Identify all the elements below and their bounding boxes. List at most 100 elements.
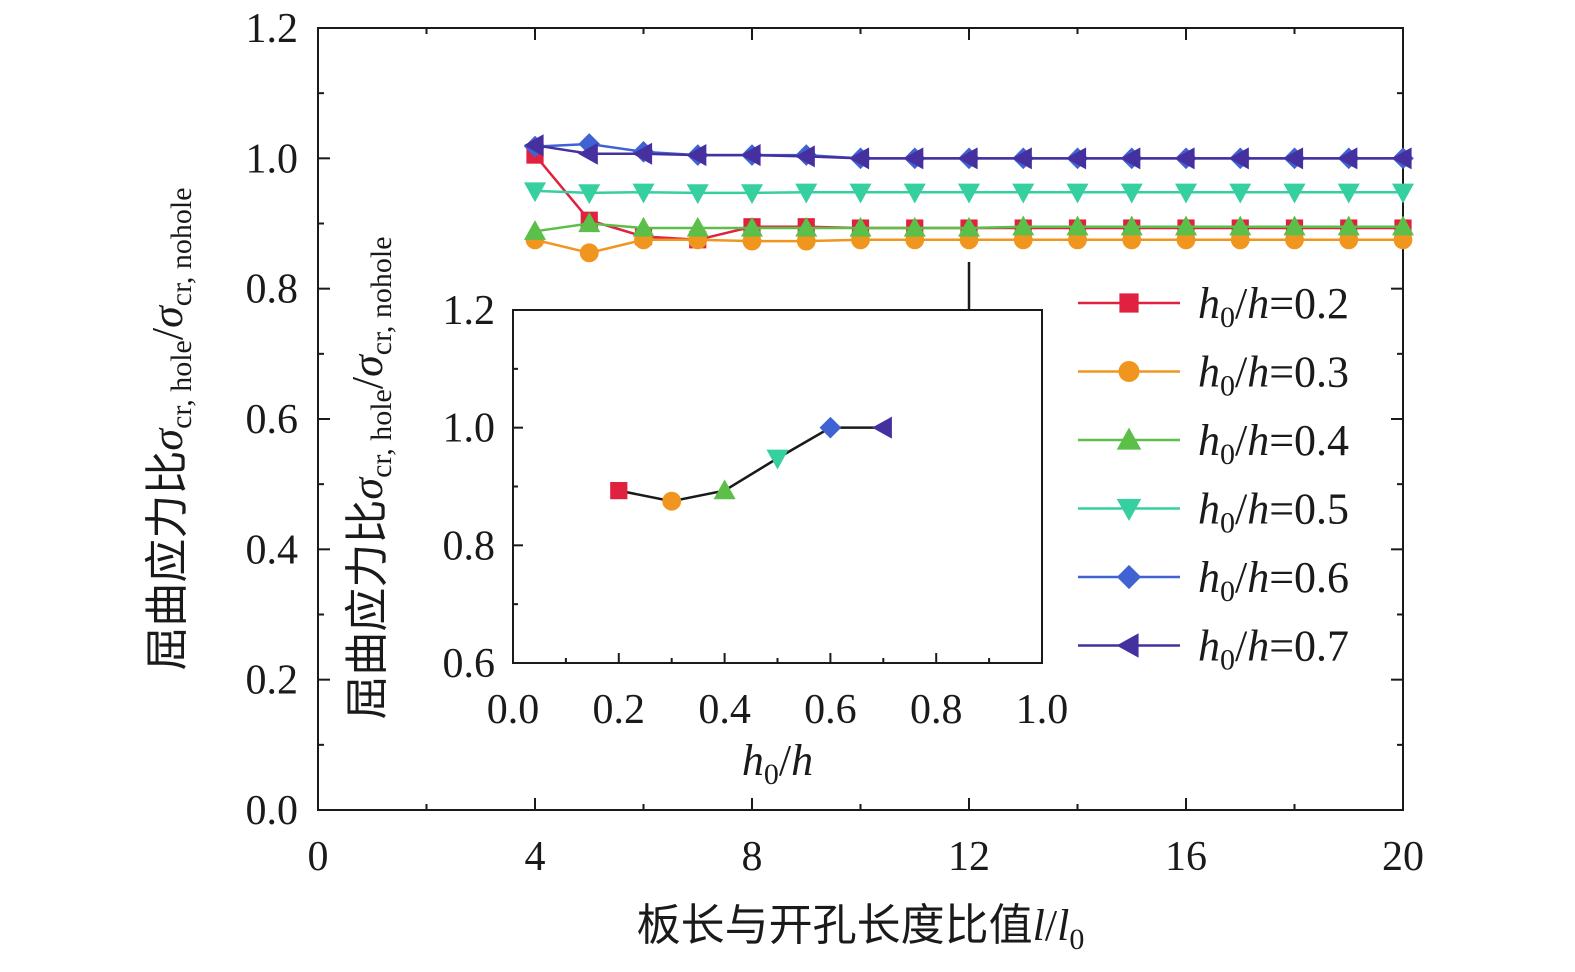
data-point xyxy=(578,184,601,205)
data-point xyxy=(578,212,601,233)
y-tick-label: 0.0 xyxy=(246,788,299,834)
y-axis-label: 屈曲应力比σcr, hole/σcr, nohole xyxy=(143,187,198,670)
x-axis-label: 板长与开孔长度比值l/l0 xyxy=(637,901,1085,956)
inset-x-axis-label: h0/h xyxy=(742,736,813,791)
inset-y-tick-label: 0.8 xyxy=(443,523,496,569)
data-point xyxy=(1012,147,1032,170)
data-point xyxy=(1066,147,1087,170)
data-point xyxy=(1283,215,1306,236)
data-point xyxy=(1120,215,1143,236)
y-tick-label: 0.2 xyxy=(246,658,299,704)
legend-entry-h0-h-0.3: h0/h=0.3 xyxy=(1078,348,1349,403)
data-point xyxy=(632,183,655,204)
data-point xyxy=(957,216,981,237)
data-point xyxy=(1066,183,1089,204)
inset-x-tick-label: 1.0 xyxy=(1016,687,1069,733)
data-point xyxy=(1391,183,1415,204)
inset-y-tick-label: 1.0 xyxy=(443,406,496,452)
y-tick-label: 0.8 xyxy=(246,267,299,313)
data-point xyxy=(1174,183,1198,204)
data-point xyxy=(686,184,709,205)
x-tick-label: 4 xyxy=(525,834,546,880)
legend-label: h0/h=0.3 xyxy=(1198,348,1349,403)
y-tick-label: 0.6 xyxy=(246,397,299,443)
data-point xyxy=(849,183,872,204)
inset-data-point xyxy=(610,482,628,500)
data-point xyxy=(523,182,547,203)
data-point xyxy=(523,220,547,240)
legend-marker xyxy=(1119,293,1139,313)
data-point xyxy=(903,183,926,204)
data-point xyxy=(1337,215,1360,236)
legend-entry-h0-h-0.7: h0/h=0.7 xyxy=(1078,622,1349,677)
data-point xyxy=(1066,215,1089,236)
legend-entry-h0-h-0.6: h0/h=0.6 xyxy=(1078,553,1349,608)
legend-marker xyxy=(1116,564,1142,590)
data-point xyxy=(1012,183,1035,204)
y-tick-label: 1.0 xyxy=(246,136,299,182)
inset-data-point xyxy=(662,491,682,511)
data-point xyxy=(1283,147,1304,170)
data-point xyxy=(795,183,818,204)
inset-frame xyxy=(512,309,1043,664)
legend-label: h0/h=0.2 xyxy=(1198,279,1349,334)
x-tick-label: 12 xyxy=(948,834,990,880)
inset-plot: 0.0 0.2 0.4 0.6 0.8 1.0 0.6 0.8 1.0 1.2 h0/h 屈曲应力比σ… xyxy=(343,236,1068,791)
legend-marker xyxy=(1116,498,1142,521)
inset-data-point xyxy=(819,416,842,439)
legend-label: h0/h=0.4 xyxy=(1198,416,1349,471)
data-point xyxy=(1337,183,1360,204)
data-point xyxy=(1229,183,1252,204)
data-point xyxy=(632,216,655,237)
data-point xyxy=(1391,215,1415,236)
inset-x-tick-label: 0.2 xyxy=(593,687,646,733)
inset-data-point xyxy=(766,449,789,470)
series-h0-h-0.3 xyxy=(525,230,1413,263)
data-point xyxy=(903,216,926,237)
inset-y-tick-label: 0.6 xyxy=(443,641,496,687)
data-point xyxy=(849,147,870,170)
inset-x-tick-label: 0.0 xyxy=(487,687,540,733)
data-point xyxy=(1337,147,1358,170)
legend-entry-h0-h-0.5: h0/h=0.5 xyxy=(1078,485,1349,540)
data-point xyxy=(1283,183,1306,204)
legend-marker xyxy=(1116,633,1139,658)
x-tick-label: 20 xyxy=(1382,834,1424,880)
data-point xyxy=(1174,215,1198,236)
inset-x-tick-label: 0.6 xyxy=(804,687,857,733)
data-point xyxy=(1174,147,1195,170)
data-point xyxy=(1391,147,1412,170)
inset-y-tick-label: 1.2 xyxy=(443,288,496,334)
legend-label: h0/h=0.7 xyxy=(1198,622,1349,677)
y-tick-label: 1.2 xyxy=(246,6,299,52)
data-point xyxy=(686,216,709,237)
data-point xyxy=(579,243,599,263)
legend-entry-h0-h-0.4: h0/h=0.4 xyxy=(1078,416,1349,471)
data-point xyxy=(740,184,764,205)
main-plot: 0 4 8 12 16 20 0.0 0.2 0.4 0.6 0.8 1.0 1.2 板长与开孔长度比值l… xyxy=(143,6,1424,956)
data-point xyxy=(957,183,981,204)
legend-label: h0/h=0.6 xyxy=(1198,553,1349,608)
data-point xyxy=(849,216,872,237)
data-point xyxy=(1120,183,1143,204)
data-point xyxy=(795,145,815,168)
data-point xyxy=(1012,215,1035,236)
inset-x-tick-label: 0.4 xyxy=(698,687,751,733)
data-point xyxy=(1229,215,1252,236)
data-point xyxy=(523,134,544,157)
inset-data-point xyxy=(713,479,736,500)
series-h0-h-0.7 xyxy=(523,134,1412,170)
y-tick-label: 0.4 xyxy=(246,527,299,573)
inset-x-tick-label: 0.8 xyxy=(910,687,963,733)
x-tick-label: 16 xyxy=(1165,834,1207,880)
x-tick-label: 0 xyxy=(308,834,329,880)
x-tick-label: 8 xyxy=(742,834,763,880)
inset-y-axis-label: 屈曲应力比σcr, hole/σcr, nohole xyxy=(343,236,398,719)
data-point xyxy=(686,144,707,167)
legend-marker xyxy=(1116,427,1142,450)
data-point xyxy=(903,147,924,170)
data-point xyxy=(740,144,761,167)
data-point xyxy=(578,142,598,165)
series-h0-h-0.5 xyxy=(523,182,1415,205)
